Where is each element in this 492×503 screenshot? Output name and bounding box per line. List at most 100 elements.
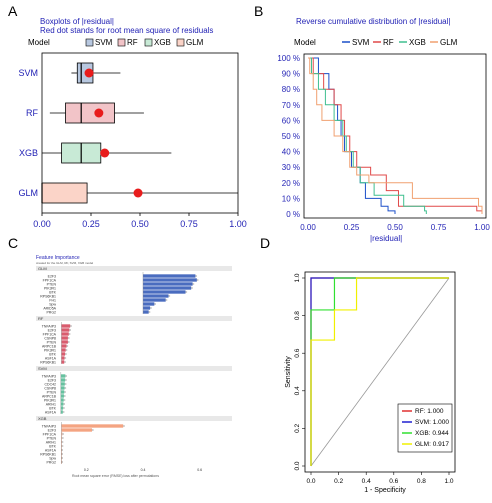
feature-label-rf-csnp8: CSNP8 xyxy=(44,336,56,340)
importance-bar-rf-asf1a xyxy=(61,356,65,360)
legend-label-rf: RF xyxy=(127,38,138,47)
feature-label-svm-e2f3: E2F3 xyxy=(48,378,56,382)
feature-label-xgb-arih1: ARIH1 xyxy=(46,440,56,444)
importance-bar-svm-cdc42 xyxy=(60,382,65,386)
cdf-title: Reverse cumulative distribution of |resi… xyxy=(296,17,450,26)
panel-letter-c: C xyxy=(8,235,18,251)
x-tick-label-3: 0.75 xyxy=(431,223,447,232)
rms-dot-xgb xyxy=(100,148,110,158)
feature-label-xgb-pten: PTEN xyxy=(47,436,57,440)
feature-label-glm-fpf1ca: FPF1CA xyxy=(43,278,57,282)
y-tick-label-6: 60 % xyxy=(282,116,300,125)
importance-bar-svm-tnfaip3 xyxy=(60,374,66,378)
legend-label-xgb: XGB: 0.944 xyxy=(415,430,449,437)
importance-bar-xgb-e2f3 xyxy=(61,428,92,432)
x-tick-label-1: 0.25 xyxy=(344,223,360,232)
feature-label-glm-arid5a: ARID5A xyxy=(43,306,56,310)
importance-bar-xgb-fpf1ca xyxy=(61,432,63,436)
x-tick-label-1: 0.4 xyxy=(141,468,146,472)
facet-strip-rf xyxy=(36,316,232,321)
boxplot-panel: Boxplots of |residual| Red dot stands fo… xyxy=(18,17,246,229)
feature-label-svm-tnfaip3: TNFAIP3 xyxy=(42,374,56,378)
y-tick-label-3: 0.6 xyxy=(294,348,301,357)
roc-ylabel: Sensitivity xyxy=(285,356,292,388)
legend-label-xgb: XGB xyxy=(409,38,426,47)
feature-label-svm-csnp8: CSNP8 xyxy=(44,386,56,390)
feature-label-xgb-spw: Spw xyxy=(49,456,56,460)
y-tick-label-4: 40 % xyxy=(282,148,300,157)
box-glm xyxy=(41,182,88,204)
feature-label-xgb-btk: BTK xyxy=(49,444,56,448)
feature-label-svm-pik3r1: PIK3R1 xyxy=(44,398,56,402)
facet-strip-svm xyxy=(36,366,232,371)
importance-bar-glm-fh1 xyxy=(143,298,166,302)
legend-swatch-rf xyxy=(117,38,126,47)
category-label-svm: SVM xyxy=(18,68,38,78)
importance-bar-glm-rps6kb1 xyxy=(143,294,169,298)
roc-xlabel: 1 - Specificity xyxy=(364,487,406,494)
panel-letter-b: B xyxy=(254,3,263,19)
importance-bar-svm-e2f3 xyxy=(60,378,66,382)
box-rf xyxy=(65,102,115,124)
feature-label-rf-asf1a: ASF1A xyxy=(45,356,57,360)
cdf-legend-title: Model xyxy=(294,38,316,47)
legend-label-rf: RF: 1.000 xyxy=(415,408,444,415)
y-tick-label-3: 30 % xyxy=(282,163,300,172)
cdf-panel: Reverse cumulative distribution of |resi… xyxy=(277,17,490,243)
feature-label-xgb-asf1a: ASF1A xyxy=(45,448,57,452)
rms-dot-svm xyxy=(84,68,94,78)
legend-label-glm: GLM xyxy=(440,38,458,47)
y-tick-label-2: 20 % xyxy=(282,179,300,188)
step-line-glm xyxy=(308,57,483,214)
panel-letter-d: D xyxy=(260,235,270,251)
boxplot-subtitle: Red dot stands for root mean square of r… xyxy=(40,26,213,35)
importance-bar-svm-asf1a xyxy=(60,410,63,414)
importance-bar-rf-pik3r1 xyxy=(61,348,66,352)
importance-title: Feature Importance xyxy=(36,255,80,261)
feature-label-glm-btk: BTK xyxy=(49,290,56,294)
feature-label-rf-arpc1b: ARPC1B xyxy=(42,344,57,348)
x-tick-label-5: 1.0 xyxy=(444,478,453,485)
legend-swatch-xgb xyxy=(144,38,153,47)
feature-label-svm-arih1: ARIH1 xyxy=(46,402,56,406)
y-tick-label-1: 10 % xyxy=(282,194,300,203)
y-tick-label-8: 80 % xyxy=(282,85,300,94)
y-tick-label-0: 0.0 xyxy=(294,461,301,470)
feature-label-glm-prg2: PRG2 xyxy=(46,310,56,314)
boxplot-legend: SVM RF XGB GLM xyxy=(85,38,204,47)
facet-label-glm: GLM xyxy=(38,266,47,271)
x-tick-label-2: 0.50 xyxy=(131,219,149,229)
importance-bar-glm-pik3r1 xyxy=(143,286,192,290)
importance-bar-glm-prg2 xyxy=(143,310,149,314)
legend-label-svm: SVM xyxy=(95,38,113,47)
importance-bar-glm-arid5a xyxy=(143,306,151,310)
feature-label-glm-e2f3: E2F3 xyxy=(48,274,56,278)
x-tick-label-0: 0.00 xyxy=(33,219,51,229)
feature-label-rf-e2f3: E2F3 xyxy=(48,328,56,332)
category-label-glm: GLM xyxy=(18,188,38,198)
legend-label-xgb: XGB xyxy=(154,38,171,47)
x-tick-label-4: 1.00 xyxy=(229,219,247,229)
facet-label-svm: SVM xyxy=(38,366,47,371)
feature-label-glm-fh1: FH1 xyxy=(49,298,56,302)
facet-strip-glm xyxy=(36,266,232,271)
roc-curve-glm xyxy=(310,277,449,466)
importance-bar-glm-spw xyxy=(143,302,155,306)
feature-importance-panel: Feature Importance created for the GLM, … xyxy=(36,255,232,478)
importance-bar-svm-arpc1b xyxy=(60,394,64,398)
importance-bar-glm-fpf1ca xyxy=(143,278,197,282)
category-label-xgb: XGB xyxy=(19,148,38,158)
x-tick-label-3: 0.75 xyxy=(180,219,198,229)
legend-swatch-svm xyxy=(85,38,94,47)
facet-strip-xgb xyxy=(36,416,232,421)
feature-label-xgb-rps6kb1: RPS6KB1 xyxy=(40,452,56,456)
x-tick-label-2: 0.4 xyxy=(362,478,371,485)
x-tick-label-0: 0.2 xyxy=(84,468,89,472)
category-label-rf: RF xyxy=(26,108,38,118)
importance-bar-svm-pik3r1 xyxy=(60,398,64,402)
cdf-plot-area xyxy=(303,53,487,219)
importance-bar-rf-fpf1ca xyxy=(61,332,69,336)
x-tick-label-3: 0.6 xyxy=(389,478,398,485)
legend-label-glm: GLM: 0.917 xyxy=(415,441,449,448)
